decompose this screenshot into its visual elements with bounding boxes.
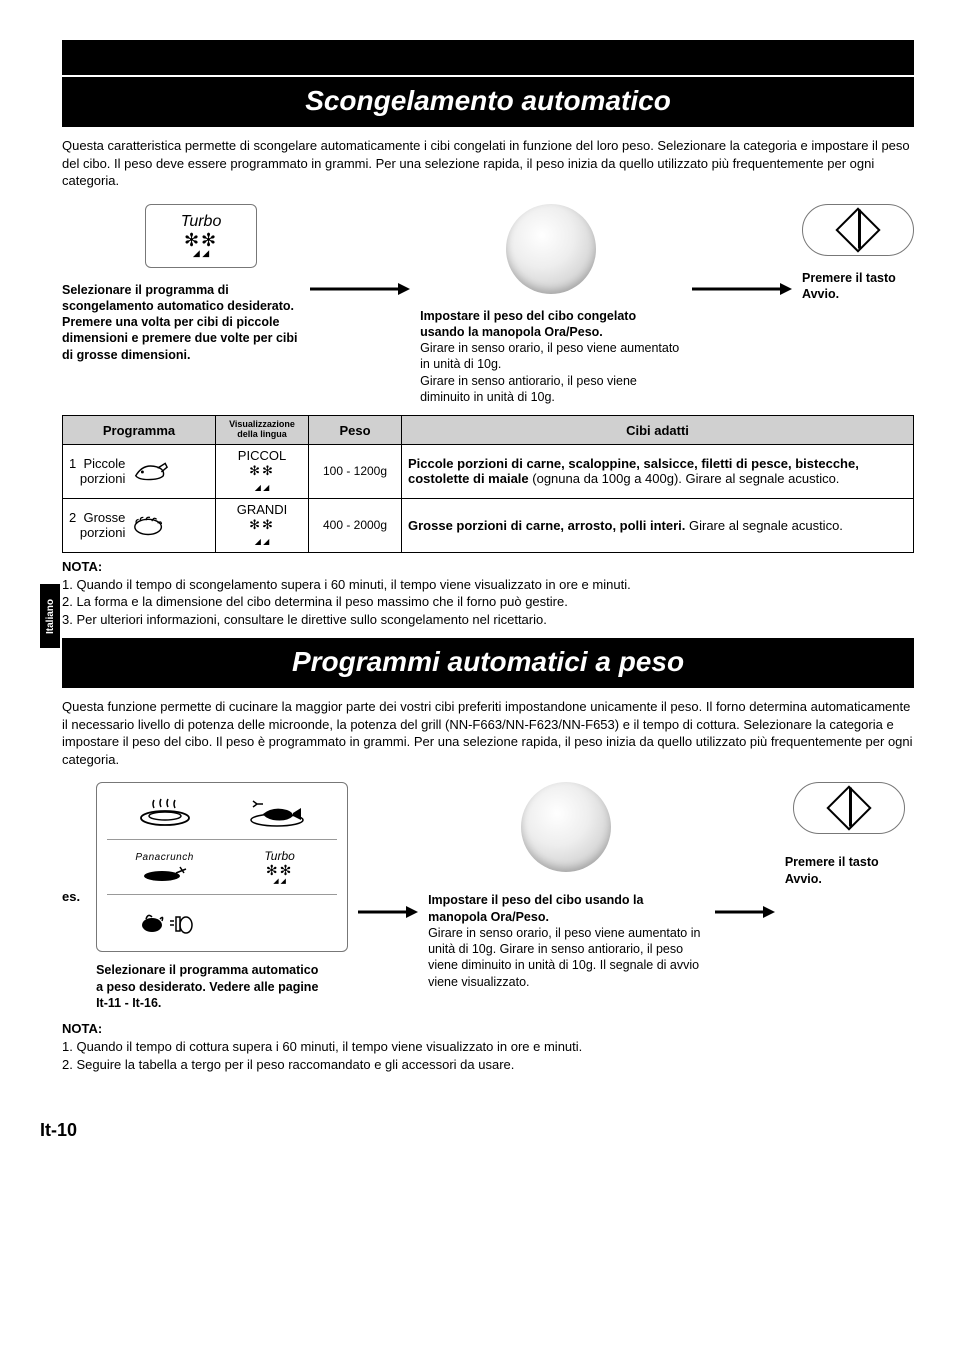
section1-step2-caption: Impostare il peso del cibo congelato usa… <box>420 308 682 406</box>
drops-icon: ◢ ◢ <box>255 537 270 546</box>
start-icon <box>835 207 880 252</box>
turbo-label: Turbo <box>181 213 222 231</box>
start-icon <box>827 786 872 831</box>
auto-program-panel: Panacrunch Turbo ✻✻ ◢ ◢ <box>96 782 348 952</box>
section2-title: Programmi automatici a peso <box>62 638 914 688</box>
th-peso: Peso <box>309 416 402 445</box>
weight-knob[interactable] <box>506 204 596 294</box>
snowflake-icon: ✻✻ <box>249 463 275 478</box>
section1-nota-label: NOTA: <box>62 559 914 574</box>
language-side-tab-label: Italiano <box>45 598 56 633</box>
snowflake-icon: ✻✻ <box>249 517 275 532</box>
section2-step3-caption: Premere il tasto Avvio. <box>785 854 914 887</box>
panacrunch-button[interactable]: Panacrunch <box>107 848 222 886</box>
th-cibi: Cibi adatti <box>402 416 914 445</box>
page-number: It-10 <box>40 1120 77 1141</box>
es-label: es. <box>62 889 80 904</box>
section1-step1-caption: Selezionare il programma di scongelament… <box>62 282 300 363</box>
start-button-2[interactable] <box>793 782 905 834</box>
panacrunch-label: Panacrunch <box>135 852 193 863</box>
veg-button[interactable] <box>107 903 222 941</box>
arrow-icon <box>310 282 410 296</box>
section2-intro: Questa funzione permette di cucinare la … <box>62 698 914 768</box>
drops-icon: ◢ ◢ <box>255 483 270 492</box>
section1-notes: 1. Quando il tempo di scongelamento supe… <box>62 576 914 629</box>
weight-knob-2[interactable] <box>521 782 611 872</box>
arrow-icon <box>715 905 775 919</box>
snowflake-icon: ✻✻ <box>184 231 218 249</box>
section2-steps: es. Panacrunch Turbo ✻✻ ◢ ◢ <box>62 782 914 1011</box>
table-row: 2 Grosse porzioni GRANDI ✻✻ ◢ ◢ 400 - 20… <box>63 498 914 552</box>
drops-icon: ◢ ◢ <box>273 877 286 885</box>
section2-nota-label: NOTA: <box>62 1021 914 1036</box>
header-top-bar <box>62 40 914 75</box>
section2-step2-caption: Impostare il peso del cibo usando la man… <box>428 892 705 990</box>
th-programma: Programma <box>63 416 216 445</box>
th-display: Visualizzazione della lingua <box>216 416 309 445</box>
turbo-defrost-button[interactable]: Turbo ✻✻ ◢ ◢ <box>145 204 257 268</box>
section1-steps: Turbo ✻✻ ◢ ◢ Selezionare il programma di… <box>62 204 914 406</box>
turbo-label-2: Turbo <box>264 849 294 863</box>
drops-icon: ◢ ◢ <box>193 249 209 258</box>
section1-title: Scongelamento automatico <box>62 77 914 127</box>
large-portions-icon <box>131 513 169 537</box>
turbo-defrost-button-2[interactable]: Turbo ✻✻ ◢ ◢ <box>222 848 337 886</box>
arrow-icon <box>692 282 792 296</box>
fish-button[interactable] <box>222 793 337 831</box>
language-side-tab: Italiano <box>40 584 60 648</box>
table-row: 1 Piccole porzioni PICCOL ✻✻ ◢ ◢ 100 - 1… <box>63 444 914 498</box>
empty-button[interactable] <box>222 903 337 941</box>
defrost-programs-table: Programma Visualizzazione della lingua P… <box>62 415 914 552</box>
section1-intro: Questa caratteristica permette di sconge… <box>62 137 914 190</box>
arrow-icon <box>358 905 418 919</box>
section2-step1-caption: Selezionare il programma automatico a pe… <box>96 962 326 1011</box>
start-button[interactable] <box>802 204 914 256</box>
small-portions-icon <box>131 459 169 483</box>
snowflake-icon: ✻✻ <box>266 863 293 877</box>
section2-notes: 1. Quando il tempo di cottura supera i 6… <box>62 1038 914 1073</box>
reheat-button[interactable] <box>107 793 222 831</box>
section1-step3-caption: Premere il tasto Avvio. <box>802 270 914 303</box>
